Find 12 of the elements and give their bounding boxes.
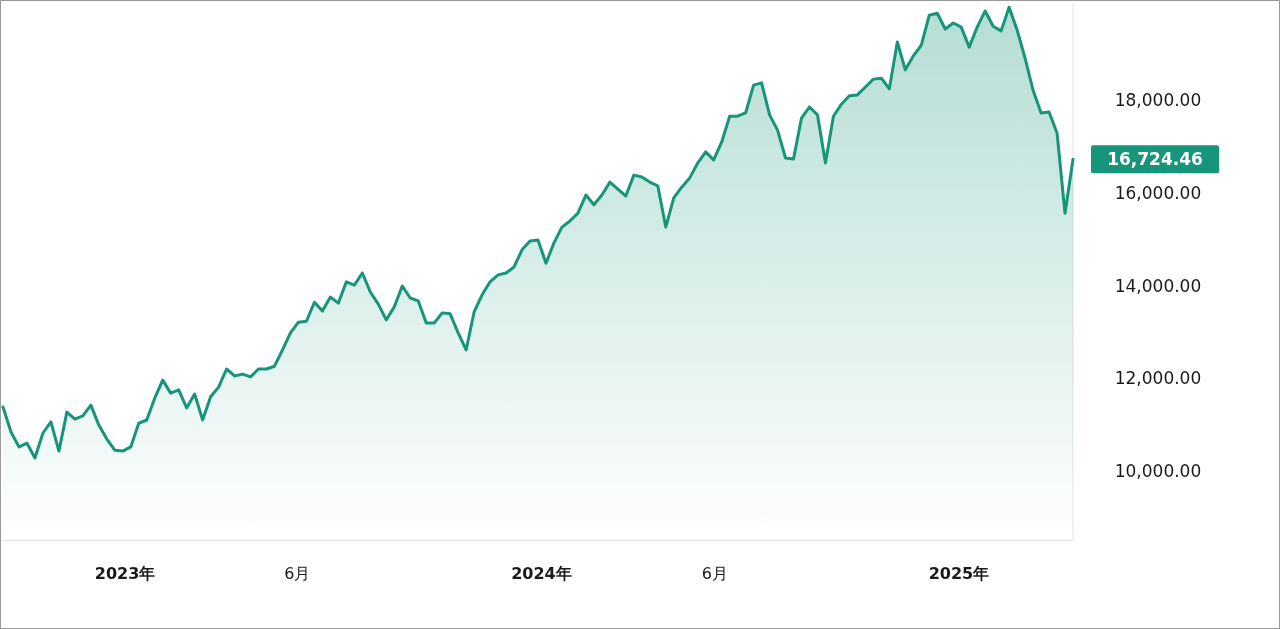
y-tick-label: 14,000.00	[1114, 275, 1202, 296]
x-tick-label: 6月	[284, 564, 311, 583]
x-tick-label: 2025年	[928, 564, 990, 583]
x-tick-label: 2024年	[511, 564, 572, 583]
y-tick-label: 16,000.00	[1114, 182, 1202, 203]
x-tick-label: 2023年	[94, 564, 156, 583]
y-tick-label: 18,000.00	[1114, 90, 1202, 110]
y-tick-label: 12,000.00	[1114, 368, 1202, 389]
annotation: 16,724.46	[1107, 149, 1203, 170]
last-value-badge: 16,724.46	[1091, 145, 1219, 174]
y-tick-label: 10,000.00	[1114, 461, 1202, 482]
x-tick-label: 6月	[701, 564, 728, 583]
